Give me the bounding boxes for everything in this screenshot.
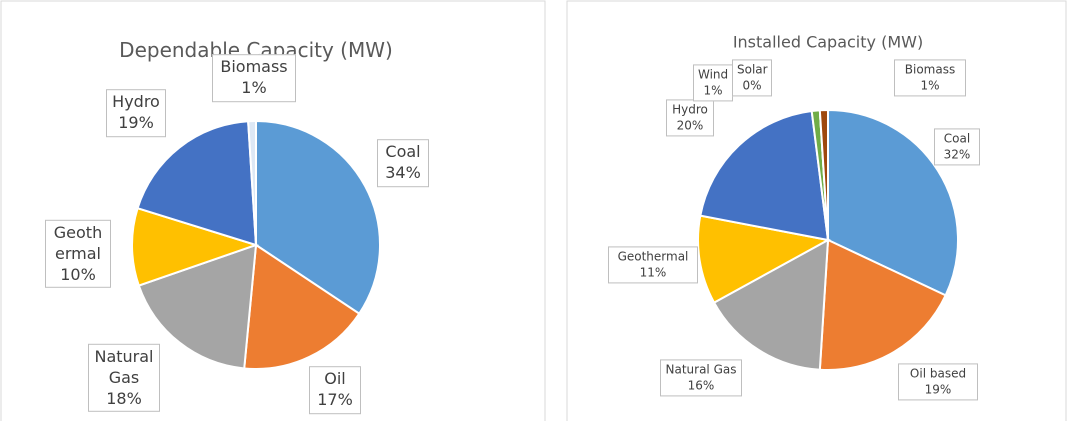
slice-value: 32% bbox=[943, 147, 971, 161]
slice-name: Geothermal bbox=[617, 249, 689, 264]
data-label: Coal 32% bbox=[934, 128, 980, 166]
data-label: Biomass 1% bbox=[894, 59, 966, 97]
slice-value: 19% bbox=[924, 382, 952, 396]
data-label: Solar 0% bbox=[732, 59, 772, 97]
slice-name: Hydro bbox=[112, 92, 160, 112]
pie-slice bbox=[712, 238, 830, 371]
pie-slice bbox=[699, 109, 830, 242]
slice-name: Geothermal bbox=[53, 222, 103, 263]
data-label: Geothermal 10% bbox=[45, 219, 111, 289]
pie-slice bbox=[697, 214, 831, 304]
slice-value: 16% bbox=[687, 378, 715, 392]
slice-name: Natural Gas bbox=[94, 346, 154, 387]
chart-frame bbox=[0, 0, 546, 421]
slice-name: Hydro bbox=[672, 102, 708, 117]
data-label: Wind 1% bbox=[693, 64, 733, 102]
slice-value: 20% bbox=[676, 118, 704, 132]
pie-slice bbox=[243, 243, 361, 370]
slice-value: 1% bbox=[241, 78, 267, 97]
data-label: Hydro 19% bbox=[106, 89, 166, 137]
data-label: Oil 17% bbox=[309, 366, 361, 414]
slice-name: Oil bbox=[324, 369, 346, 389]
slice-value: 11% bbox=[639, 265, 667, 279]
data-label: Geothermal 11% bbox=[608, 246, 698, 284]
slice-value: 1% bbox=[703, 83, 723, 97]
slice-name: Coal bbox=[385, 142, 421, 162]
slice-name: Natural Gas bbox=[665, 362, 737, 377]
data-label: Coal 34% bbox=[377, 139, 429, 187]
data-label: Oil based 19% bbox=[898, 363, 978, 401]
data-label: Natural Gas 18% bbox=[88, 343, 160, 413]
slice-value: 34% bbox=[385, 163, 421, 182]
slice-value: 19% bbox=[118, 113, 154, 132]
slice-name: Solar bbox=[737, 62, 768, 77]
chart-frame bbox=[566, 0, 1067, 421]
pie-slice bbox=[247, 119, 257, 246]
slice-value: 0% bbox=[742, 78, 762, 92]
pie-slice bbox=[827, 108, 959, 297]
slice-name: Biomass bbox=[904, 62, 956, 77]
slice-value: 17% bbox=[317, 390, 353, 409]
slice-name: Oil based bbox=[909, 366, 967, 381]
data-label: Hydro 20% bbox=[666, 99, 714, 137]
slice-value: 18% bbox=[106, 388, 142, 408]
data-label: Natural Gas 16% bbox=[660, 359, 742, 397]
slice-value: 10% bbox=[60, 264, 96, 284]
chart-title: Installed Capacity (MW) bbox=[732, 32, 924, 52]
slice-value: 1% bbox=[920, 78, 940, 92]
slice-name: Biomass bbox=[220, 57, 288, 77]
pie-slice bbox=[136, 120, 258, 247]
slice-name: Coal bbox=[943, 131, 971, 146]
data-label: Biomass 1% bbox=[212, 54, 296, 102]
pie-slice bbox=[818, 238, 947, 371]
pie-slice bbox=[818, 108, 829, 241]
slice-name: Wind bbox=[698, 67, 729, 82]
pie-slice bbox=[131, 206, 260, 287]
